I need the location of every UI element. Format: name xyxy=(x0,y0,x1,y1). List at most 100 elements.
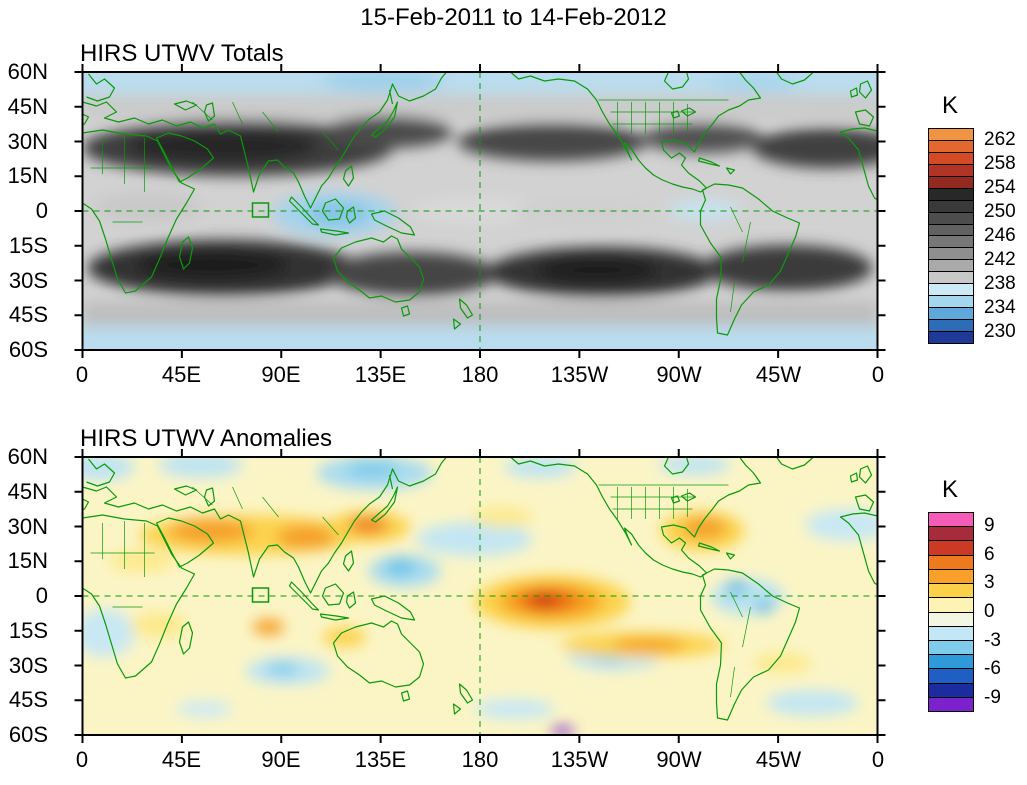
anomalies-map xyxy=(74,449,886,743)
colorbar-cell xyxy=(929,669,973,684)
colorbar-tick-label: -3 xyxy=(984,629,1001,651)
colorbar-cell xyxy=(929,200,973,213)
colorbar-cell xyxy=(929,212,973,225)
panel-title-anomalies: HIRS UTWV Anomalies xyxy=(80,425,333,452)
lon-tick-label: 135E xyxy=(354,747,407,772)
colorbar-cell xyxy=(929,569,973,585)
totals-colorbar: K 262 258 254 250 246 242 238 234 230 xyxy=(928,92,1027,344)
lat-tick-label: 30N xyxy=(7,128,48,154)
colorbar-cell xyxy=(929,584,973,599)
colorbar-tick-label: 258 xyxy=(984,152,1016,174)
colorbar-tick-label: 0 xyxy=(984,601,995,622)
main-title: 15-Feb-2011 to 14-Feb-2012 xyxy=(360,4,667,31)
colorbar-cell xyxy=(929,176,973,189)
colorbar-cell xyxy=(929,164,973,177)
colorbar-tick-label: 234 xyxy=(984,297,1016,318)
lon-tick-label: 90W xyxy=(656,362,702,387)
lat-tick-label: 15S xyxy=(8,617,48,643)
lat-tick-label: 15N xyxy=(7,548,48,574)
lon-tick-label: 45E xyxy=(161,362,202,387)
lat-tick-label: 60N xyxy=(7,444,48,469)
anomalies-map-canvas xyxy=(74,449,886,743)
lon-tick-label: 135W xyxy=(550,747,609,772)
colorbar-cell xyxy=(929,129,973,141)
colorbar-cell xyxy=(929,248,973,261)
totals-lon-axis: 0 45E 90E 135E 180 135W 90W 45W 0 xyxy=(76,362,884,390)
lon-tick-label: 135W xyxy=(550,362,609,387)
colorbar-tick-label: 242 xyxy=(984,249,1016,270)
colorbar-tick-label: 230 xyxy=(984,321,1016,342)
lat-tick-label: 45N xyxy=(7,93,48,119)
colorbar-cell xyxy=(929,513,973,528)
lat-tick-label: 60N xyxy=(7,59,48,84)
lon-tick-label: 0 xyxy=(871,362,885,387)
colorbar-tick-label: 3 xyxy=(984,572,995,594)
colorbar-tick-label: 250 xyxy=(984,201,1016,222)
colorbar-unit-label: K xyxy=(941,92,958,119)
lon-tick-label: 90E xyxy=(261,362,301,387)
totals-map xyxy=(74,64,886,358)
colorbar-cells xyxy=(928,128,974,344)
colorbar-cell xyxy=(929,555,973,570)
colorbar-cell xyxy=(929,188,973,201)
lon-tick-label: 45W xyxy=(755,362,802,387)
reference-lines xyxy=(82,72,878,350)
lat-tick-label: 15S xyxy=(8,232,48,258)
lon-tick-label: 135E xyxy=(354,362,407,387)
totals-lat-axis: 60N 45N 30N 15N 0 15S 30S 45S 60S xyxy=(0,59,48,362)
region-marker xyxy=(251,587,270,603)
colorbar-tick-label: 262 xyxy=(984,129,1016,150)
colorbar-cell xyxy=(929,308,973,320)
colorbar-tick-label: 6 xyxy=(984,543,995,565)
anomalies-contour-field xyxy=(82,457,878,735)
colorbar-cell xyxy=(929,236,973,249)
lon-tick-label: 0 xyxy=(75,362,89,387)
colorbar-tick-label: 254 xyxy=(984,177,1016,198)
axis-ticks xyxy=(74,64,886,358)
lon-tick-label: 90E xyxy=(261,747,301,772)
panel-title-totals: HIRS UTWV Totals xyxy=(80,40,284,67)
axis-ticks xyxy=(74,449,886,743)
colorbar-cell xyxy=(929,152,973,165)
colorbar-cell xyxy=(929,331,973,343)
anomalies-lat-axis: 60N 45N 30N 15N 0 15S 30S 45S 60S xyxy=(0,444,48,747)
colorbar-cell xyxy=(929,640,973,656)
lon-tick-label: 45W xyxy=(755,747,802,772)
colorbar-cell xyxy=(929,697,973,712)
colorbar-cells xyxy=(928,512,974,712)
lon-tick-label: 180 xyxy=(461,362,499,387)
colorbar-cell xyxy=(929,272,973,285)
colorbar-cell xyxy=(929,260,973,273)
lat-tick-label: 60S xyxy=(8,722,48,747)
colorbar-cell xyxy=(929,612,973,627)
totals-map-canvas xyxy=(74,64,886,358)
anomalies-colorbar: K 9 6 3 0 -3 -6 -9 xyxy=(928,476,1027,712)
colorbar-unit-label: K xyxy=(941,476,958,503)
region-marker xyxy=(251,202,270,218)
lat-tick-label: 30S xyxy=(8,267,48,293)
lon-tick-label: 0 xyxy=(75,747,89,772)
reference-lines xyxy=(82,457,878,735)
colorbar-cell xyxy=(929,284,973,297)
lon-tick-label: 90W xyxy=(656,747,702,772)
lat-tick-label: 30S xyxy=(8,652,48,678)
colorbar-tick-label: 9 xyxy=(984,515,995,537)
colorbar-cell xyxy=(929,527,973,542)
colorbar-tick-label: 246 xyxy=(984,225,1016,246)
colorbar-cell xyxy=(929,626,973,641)
colorbar-cell xyxy=(929,683,973,698)
lat-tick-label: 15N xyxy=(7,163,48,189)
colorbar-cell xyxy=(929,224,973,237)
lat-tick-label: 45S xyxy=(8,302,48,328)
colorbar-tick-label: 238 xyxy=(984,273,1016,294)
lat-tick-label: 0 xyxy=(35,583,48,608)
colorbar-cell xyxy=(929,541,973,556)
colorbar-cell xyxy=(929,296,973,309)
lon-tick-label: 180 xyxy=(461,747,499,772)
lat-tick-label: 30N xyxy=(7,513,48,539)
colorbar-tick-label: -9 xyxy=(984,686,1001,708)
anomalies-lon-axis: 0 45E 90E 135E 180 135W 90W 45W 0 xyxy=(76,747,884,775)
lon-tick-label: 0 xyxy=(871,747,885,772)
colorbar-cell xyxy=(929,320,973,332)
lon-tick-label: 45E xyxy=(161,747,202,772)
